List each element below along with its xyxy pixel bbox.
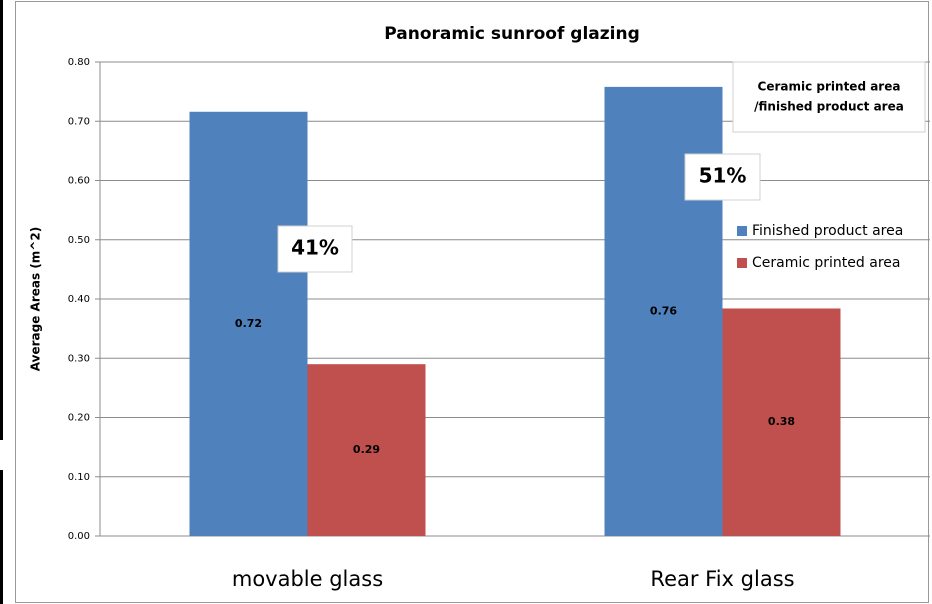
y-tick-label: 0.70 bbox=[68, 116, 90, 127]
bar bbox=[189, 111, 308, 537]
y-tick-label: 0.50 bbox=[68, 235, 90, 246]
data-label: 0.72 bbox=[235, 317, 262, 330]
legend-label: Finished product area bbox=[752, 223, 903, 239]
y-tick-label: 0.20 bbox=[68, 413, 90, 424]
annotation-box bbox=[732, 61, 926, 133]
data-label: 0.76 bbox=[650, 304, 677, 317]
legend-swatch bbox=[737, 258, 747, 268]
annotation-text: 51% bbox=[699, 164, 747, 188]
x-tick-label: Rear Fix glass bbox=[650, 567, 794, 591]
annotation-text: 41% bbox=[291, 236, 339, 260]
legend-swatch bbox=[737, 226, 747, 236]
annotation-text: /finished product area bbox=[754, 100, 904, 114]
y-tick-label: 0.60 bbox=[68, 176, 90, 187]
x-tick-label: movable glass bbox=[232, 567, 383, 591]
legend-label: Ceramic printed area bbox=[752, 255, 900, 271]
y-tick-label: 0.80 bbox=[68, 57, 90, 68]
y-axis-label: Average Areas (m^2) bbox=[29, 227, 43, 371]
y-tick-label: 0.00 bbox=[68, 531, 90, 542]
data-label: 0.29 bbox=[353, 443, 380, 456]
annotation-text: Ceramic printed area bbox=[758, 80, 901, 94]
annotation-box bbox=[684, 153, 761, 201]
y-tick-label: 0.40 bbox=[68, 294, 90, 305]
annotation-box bbox=[277, 225, 353, 273]
data-label: 0.38 bbox=[768, 415, 795, 428]
y-tick-label: 0.30 bbox=[68, 353, 90, 364]
y-tick-label: 0.10 bbox=[68, 472, 90, 483]
chart-title: Panoramic sunroof glazing bbox=[384, 24, 640, 44]
bar bbox=[307, 364, 426, 536]
bar bbox=[722, 308, 841, 536]
